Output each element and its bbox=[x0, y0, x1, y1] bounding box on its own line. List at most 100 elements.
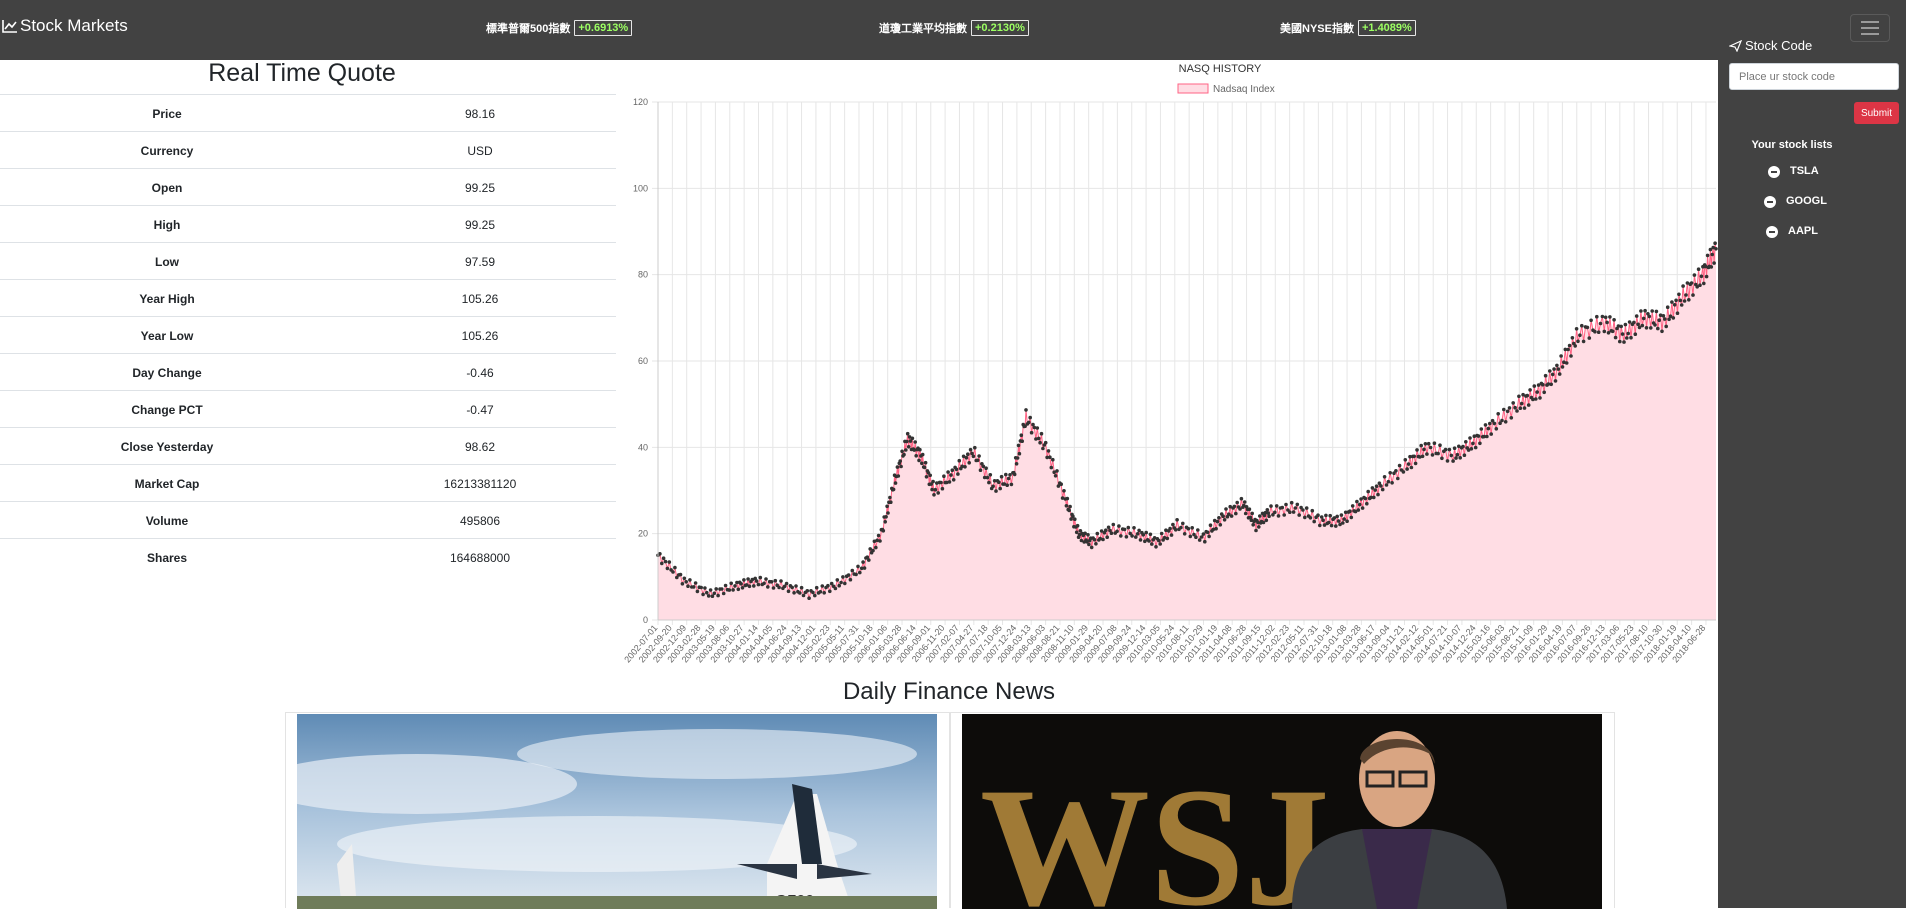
data-point bbox=[1098, 536, 1102, 541]
quote-key: Volume bbox=[145, 514, 189, 528]
data-point bbox=[1008, 473, 1012, 477]
data-point bbox=[1555, 363, 1559, 368]
index-sp500: 標準普爾500指數 +0.6913% bbox=[486, 20, 633, 36]
quote-value: 105.26 bbox=[461, 329, 499, 343]
data-point bbox=[1181, 521, 1185, 526]
data-point bbox=[1130, 534, 1134, 538]
data-point bbox=[1644, 326, 1649, 330]
data-point bbox=[1384, 483, 1389, 487]
data-point bbox=[1171, 522, 1175, 527]
data-point bbox=[1519, 401, 1524, 406]
quote-row: Close Yesterday 98.62 bbox=[0, 427, 616, 464]
data-point bbox=[1020, 439, 1024, 444]
data-point bbox=[1316, 513, 1320, 517]
data-point bbox=[1051, 457, 1055, 462]
data-point bbox=[1436, 451, 1440, 456]
data-point bbox=[1303, 515, 1307, 520]
data-point bbox=[1525, 393, 1530, 398]
data-point bbox=[1612, 318, 1616, 322]
data-point bbox=[1564, 361, 1569, 365]
data-point bbox=[1235, 500, 1239, 505]
stock-code-label: Stock Code bbox=[1729, 38, 1812, 53]
data-point bbox=[1538, 396, 1542, 400]
real-time-quote-title: Real Time Quote bbox=[208, 59, 396, 87]
data-point bbox=[835, 578, 840, 582]
submit-button[interactable]: Submit bbox=[1854, 102, 1899, 124]
data-point bbox=[729, 581, 733, 586]
data-point bbox=[985, 475, 990, 480]
data-point bbox=[1094, 542, 1098, 546]
news-card[interactable]: WSJ bbox=[950, 712, 1615, 909]
data-point bbox=[936, 491, 940, 495]
data-point bbox=[1056, 484, 1061, 488]
data-point bbox=[951, 478, 956, 482]
data-point bbox=[766, 585, 770, 589]
news-image-wsj[interactable]: WSJ bbox=[962, 714, 1602, 909]
data-point bbox=[1157, 538, 1161, 543]
data-point bbox=[1257, 525, 1261, 529]
stock-code-input[interactable] bbox=[1729, 63, 1899, 90]
news-card[interactable]: G700 bbox=[285, 712, 950, 909]
stock-symbol[interactable]: TSLA bbox=[1790, 165, 1819, 177]
data-point bbox=[1369, 495, 1373, 500]
data-point bbox=[1445, 459, 1450, 463]
quote-value: USD bbox=[467, 144, 493, 158]
data-point bbox=[1598, 321, 1603, 326]
data-point bbox=[1637, 325, 1642, 330]
stock-symbol[interactable]: GOOGL bbox=[1786, 195, 1827, 207]
data-point bbox=[1203, 539, 1207, 544]
data-point bbox=[1168, 526, 1172, 531]
data-point bbox=[1188, 534, 1193, 539]
data-point bbox=[740, 586, 745, 590]
data-point bbox=[1482, 434, 1486, 439]
stock-symbol[interactable]: AAPL bbox=[1788, 225, 1818, 237]
data-point bbox=[1197, 538, 1202, 542]
menu-toggle-button[interactable] bbox=[1850, 14, 1890, 42]
data-point bbox=[799, 585, 804, 590]
data-point bbox=[1620, 332, 1625, 336]
remove-stock-icon[interactable] bbox=[1764, 196, 1776, 208]
news-image-jet[interactable]: G700 bbox=[297, 714, 937, 909]
data-point bbox=[933, 487, 938, 492]
remove-stock-icon[interactable] bbox=[1768, 166, 1780, 178]
data-point bbox=[790, 585, 794, 590]
data-point bbox=[1214, 526, 1218, 531]
quote-value: 98.16 bbox=[464, 107, 496, 121]
data-point bbox=[1710, 252, 1714, 257]
data-point bbox=[1164, 528, 1168, 532]
data-point bbox=[920, 452, 925, 457]
hamburger-line bbox=[1861, 27, 1879, 29]
data-point bbox=[1342, 517, 1346, 521]
data-point bbox=[665, 566, 670, 571]
data-point bbox=[1345, 519, 1349, 523]
data-point bbox=[884, 515, 888, 519]
data-point bbox=[1507, 406, 1512, 410]
data-point bbox=[1567, 343, 1572, 348]
legend-swatch bbox=[1177, 83, 1209, 94]
quote-value: 97.59 bbox=[464, 255, 496, 269]
data-point bbox=[1425, 452, 1429, 456]
data-point bbox=[1251, 523, 1255, 527]
data-point bbox=[1556, 367, 1561, 371]
data-point bbox=[1339, 513, 1344, 517]
data-point bbox=[1412, 454, 1416, 459]
data-point bbox=[1137, 528, 1141, 533]
data-point bbox=[1308, 516, 1313, 520]
data-point bbox=[1190, 526, 1194, 530]
data-point bbox=[930, 487, 934, 492]
data-point bbox=[1152, 536, 1157, 540]
quote-row: Price 98.16 bbox=[0, 94, 616, 131]
remove-stock-icon[interactable] bbox=[1766, 226, 1778, 238]
series-area bbox=[658, 243, 1716, 620]
y-tick-label: 80 bbox=[638, 270, 648, 280]
quote-value: 164688000 bbox=[449, 551, 511, 565]
brand-link[interactable]: Stock Markets bbox=[2, 16, 128, 36]
data-point bbox=[714, 587, 718, 591]
data-point bbox=[908, 439, 913, 443]
data-point bbox=[1415, 448, 1419, 452]
index-change-badge: +1.4089% bbox=[1357, 20, 1416, 36]
data-point bbox=[1295, 502, 1300, 507]
data-point bbox=[968, 447, 973, 452]
data-point bbox=[1105, 535, 1109, 539]
daily-news-title: Daily Finance News bbox=[842, 678, 1056, 705]
